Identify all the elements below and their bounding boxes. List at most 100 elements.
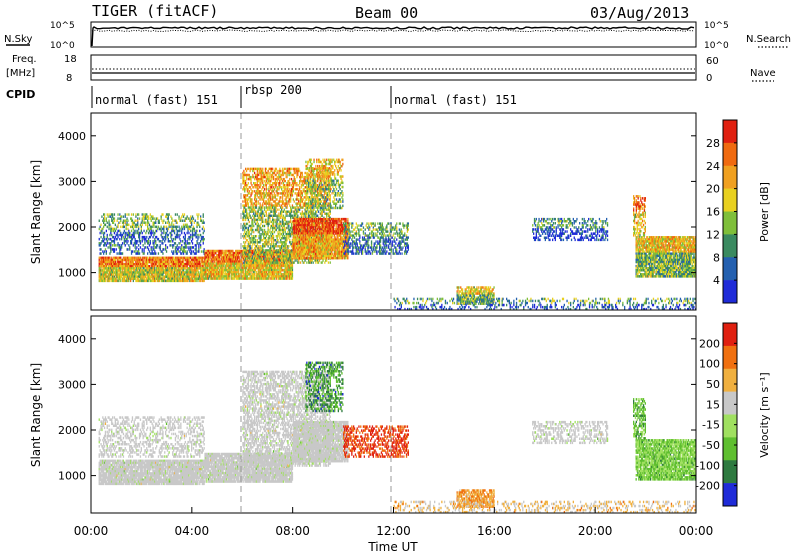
echo-cell [296, 188, 298, 191]
echo-cell [245, 188, 247, 191]
echo-cell [250, 175, 252, 179]
echo-cell [285, 241, 287, 244]
echo-cell [258, 237, 260, 240]
echo-cell [269, 194, 271, 197]
echo-cell [244, 228, 246, 232]
echo-cell [138, 258, 140, 262]
echo-cell [253, 249, 255, 252]
echo-cell [127, 256, 129, 260]
echo-cell [269, 167, 271, 171]
echo-cell [250, 277, 252, 280]
echo-cell [263, 275, 265, 278]
echo-cell [200, 258, 203, 262]
echo-cell [162, 262, 164, 266]
echo-cell [188, 227, 190, 231]
echo-cell [289, 198, 291, 201]
echo-cell [242, 175, 244, 179]
echo-cell [276, 275, 278, 278]
echo-cell [252, 214, 254, 217]
echo-cell [130, 242, 133, 245]
echo-cell [296, 167, 298, 171]
echo-cell [261, 218, 263, 222]
echo-cell [148, 244, 151, 247]
echo-cell [114, 229, 116, 233]
echo-cell [123, 275, 125, 278]
echo-cell [236, 254, 239, 257]
echo-cell [165, 269, 168, 272]
echo-cell [170, 271, 172, 274]
echo-cell [109, 215, 111, 218]
echo-cell [198, 244, 200, 247]
echo-cell [265, 235, 267, 238]
echo-cell [244, 222, 246, 226]
echo-cell [254, 182, 257, 185]
echo-cell [241, 256, 243, 259]
echo-cell [290, 222, 293, 226]
echo-cell [107, 258, 109, 262]
echo-cell [277, 175, 279, 179]
echo-cell [245, 177, 248, 181]
echo-cell [288, 268, 290, 272]
echo-cell [250, 251, 252, 255]
echo-cell [149, 269, 151, 272]
echo-cell [165, 235, 167, 239]
echo-cell [294, 192, 296, 195]
echo-cell [119, 246, 121, 249]
echo-cell [188, 225, 190, 229]
echo-cell [203, 252, 205, 255]
echo-cell [103, 265, 105, 268]
echo-cell [270, 243, 272, 246]
echo-cell [161, 213, 163, 216]
echo-cell [251, 275, 253, 278]
echo-cell [216, 260, 218, 263]
echo-cell [144, 215, 146, 218]
echo-cell [99, 260, 101, 264]
echo-cell [130, 260, 133, 264]
echo-cell [180, 240, 182, 243]
echo-cell [177, 277, 179, 280]
echo-cell [167, 275, 169, 278]
echo-cell [272, 222, 274, 226]
echo-cell [147, 258, 150, 262]
echo-cell [112, 267, 115, 270]
echo-cell [219, 264, 221, 268]
echo-cell [120, 265, 122, 268]
echo-cell [198, 273, 200, 276]
echo-cell [258, 192, 260, 195]
echo-cell [243, 237, 245, 240]
echo-cell [268, 254, 270, 257]
echo-cell [210, 271, 212, 274]
echo-cell [223, 260, 225, 263]
echo-cell [247, 245, 249, 248]
echo-cell [139, 273, 142, 276]
echo-cell [123, 269, 125, 272]
echo-cell [168, 277, 170, 280]
echo-cell [247, 218, 249, 222]
echo-cell [290, 251, 292, 254]
echo-cell [142, 279, 144, 283]
echo-cell [259, 204, 261, 207]
echo-cell [185, 269, 187, 272]
echo-cell [144, 240, 146, 243]
echo-cell [255, 206, 258, 209]
echo-cell [222, 249, 224, 253]
echo-cell [158, 221, 160, 224]
echo-cell [232, 273, 234, 276]
echo-cell [259, 186, 261, 189]
echo-cell [271, 220, 273, 224]
echo-cell [281, 182, 283, 185]
echo-cell [202, 250, 204, 253]
echo-cell [287, 167, 289, 171]
echo-cell [239, 277, 241, 280]
echo-cell [113, 260, 116, 264]
echo-cell [261, 179, 263, 183]
echo-cell [123, 262, 125, 266]
echo-cell [195, 267, 197, 270]
echo-cell [191, 215, 194, 218]
echo-cell [278, 271, 280, 274]
echo-cell [173, 265, 176, 268]
echo-cell [138, 248, 140, 251]
echo-cell [135, 231, 137, 235]
echo-cell [121, 267, 123, 270]
echo-cell [130, 225, 132, 229]
